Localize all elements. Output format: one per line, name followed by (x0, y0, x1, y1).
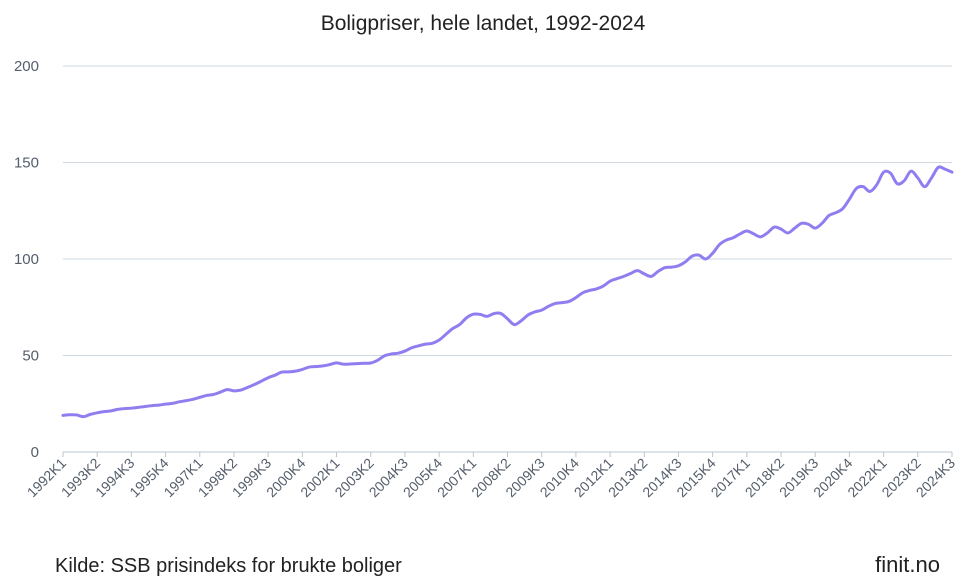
y-tick-label-150: 150 (14, 155, 39, 172)
source-note: Kilde: SSB prisindeks for brukte boliger (55, 555, 402, 577)
brand-label: finit.no (875, 552, 940, 577)
y-tick-label-200: 200 (14, 58, 39, 75)
x-tick-label-2024K3: 2024K3 (913, 455, 959, 501)
series-line-0 (61, 165, 954, 419)
chart-title: Boligpriser, hele landet, 1992-2024 (320, 12, 646, 35)
y-tick-label-0: 0 (31, 444, 39, 461)
y-tick-label-50: 50 (22, 348, 39, 365)
y-tick-label-100: 100 (14, 251, 39, 268)
